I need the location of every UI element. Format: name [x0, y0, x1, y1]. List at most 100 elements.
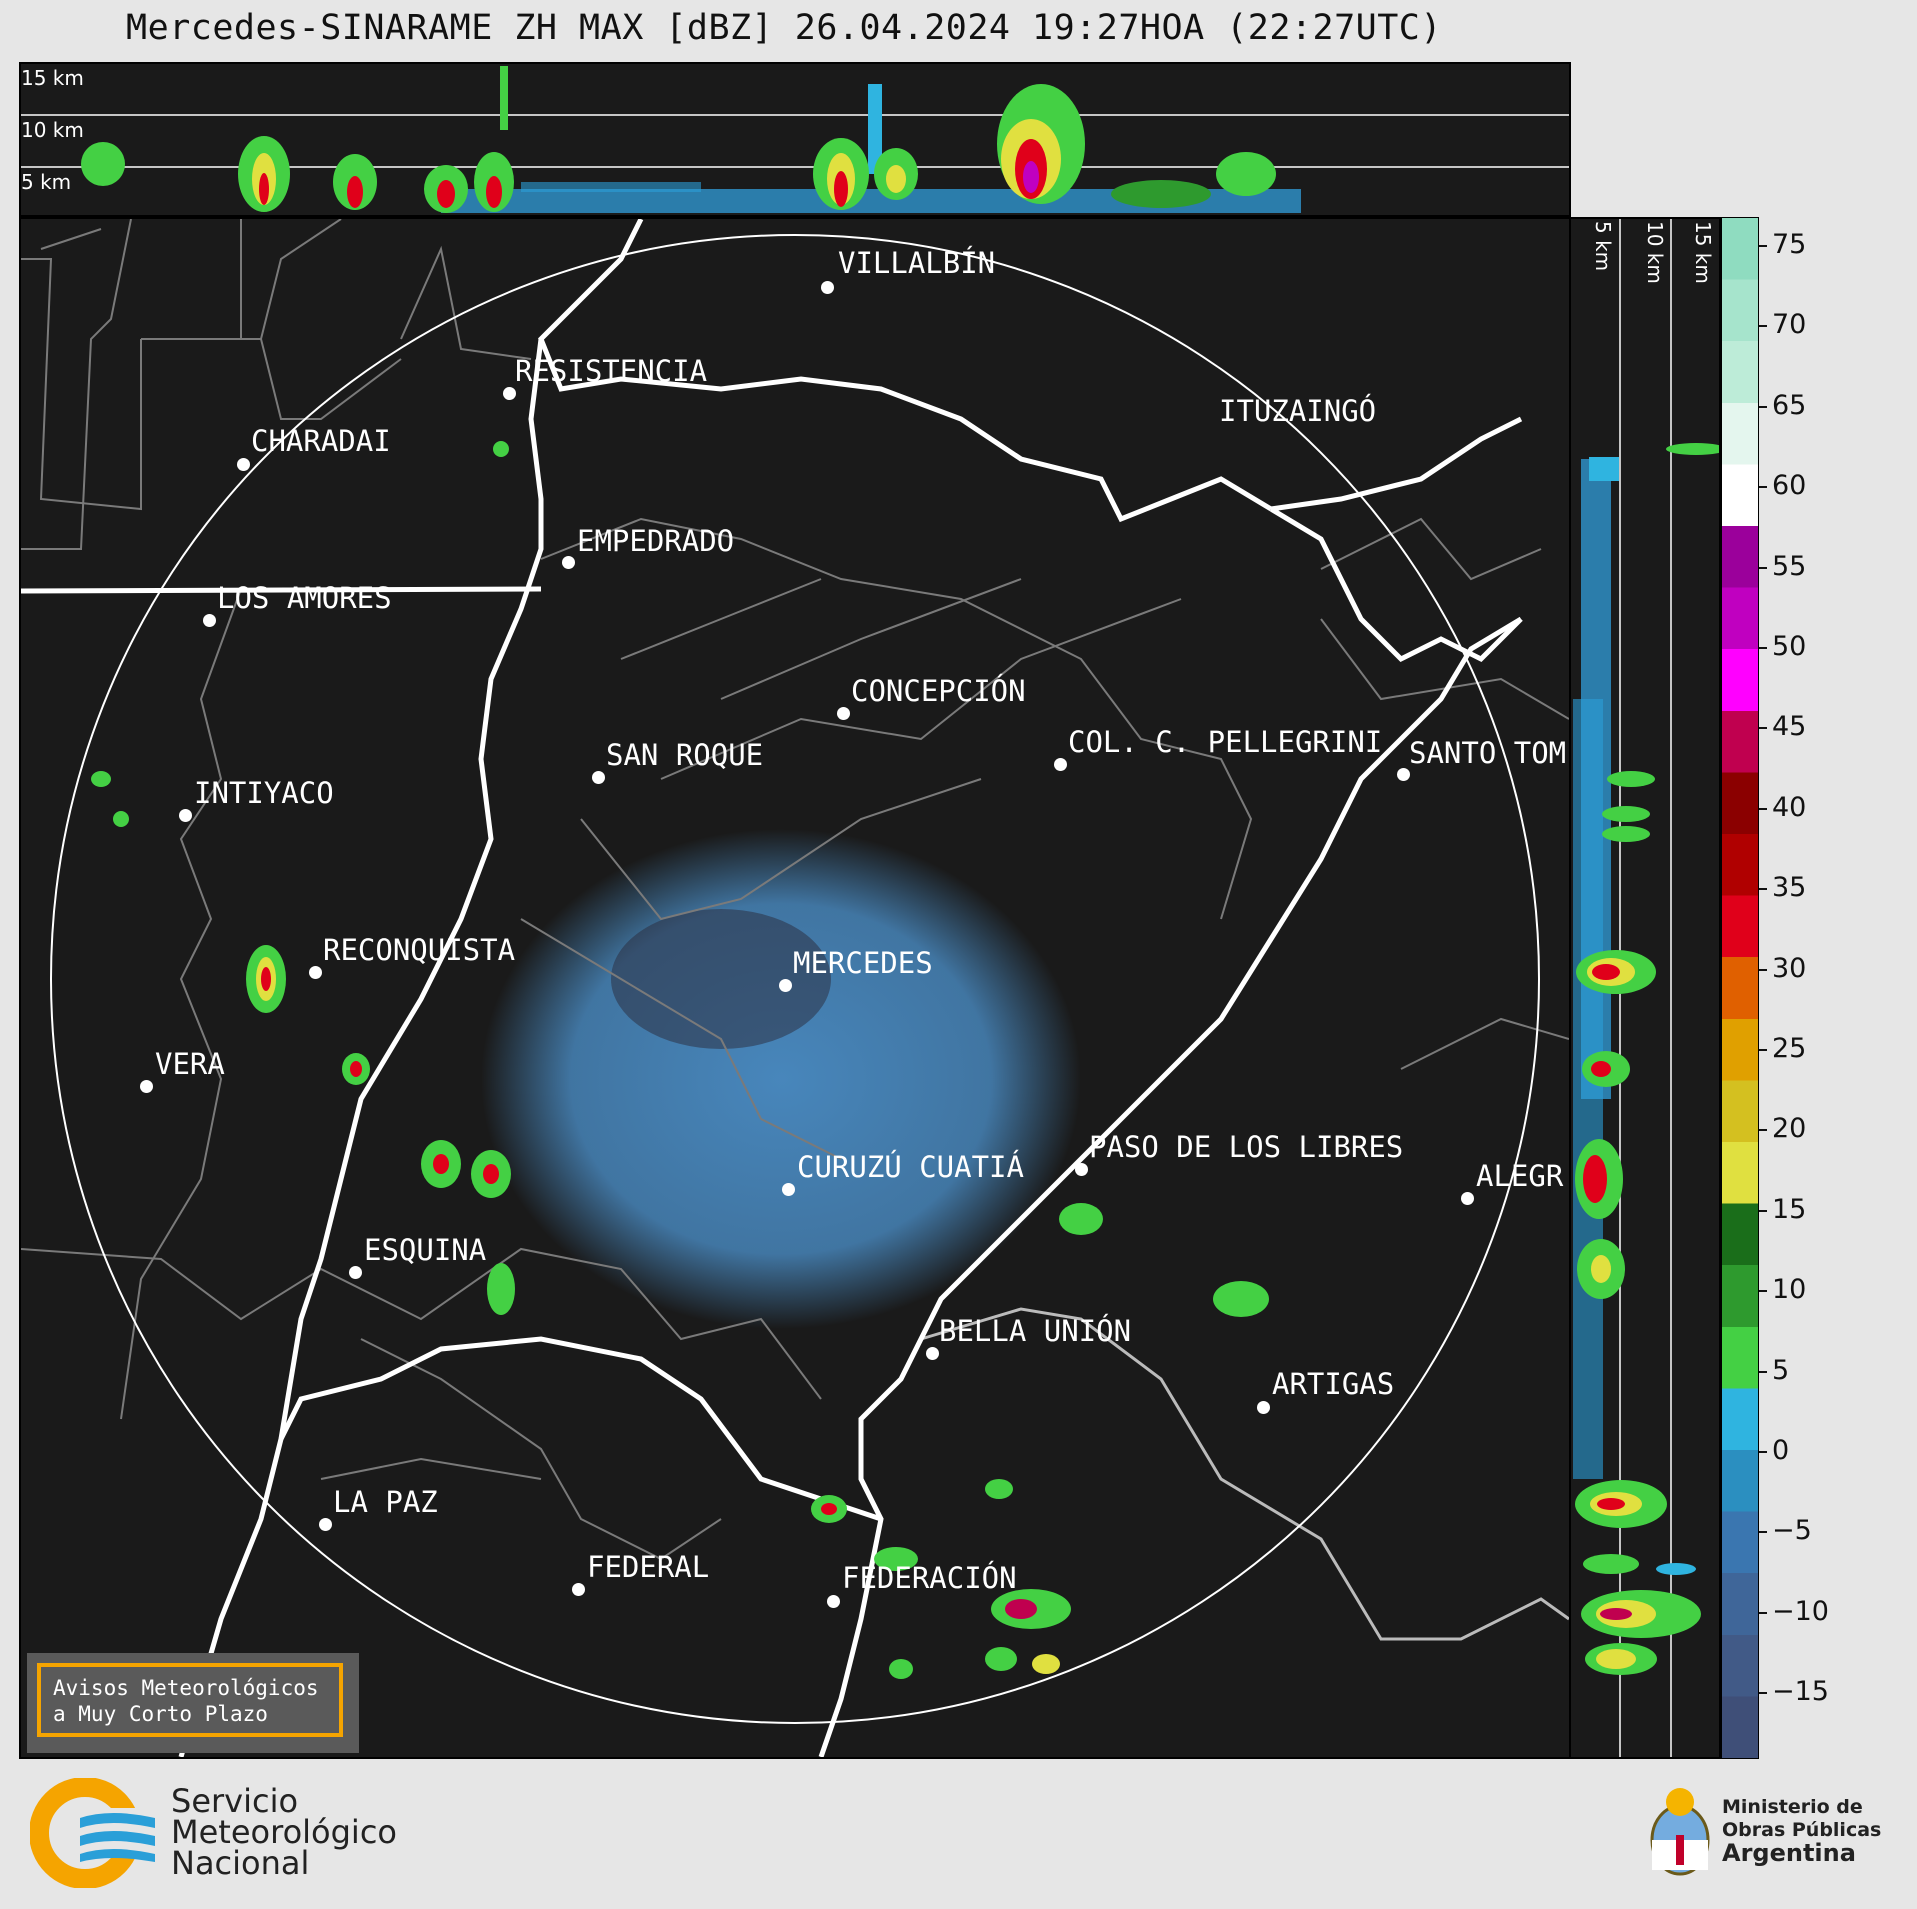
city-label-la-paz: LA PAZ	[333, 1485, 438, 1519]
city-label-curuzu-cuatia: CURUZÚ CUATIÁ	[797, 1150, 1024, 1184]
ministerio-line3: Argentina	[1722, 1839, 1856, 1867]
colorbar-tick-mark	[1759, 968, 1767, 971]
smn-logo-icon	[30, 1778, 160, 1888]
city-label-empedrado: EMPEDRADO	[577, 524, 735, 558]
colorbar-tick-label: 10	[1772, 1274, 1807, 1306]
colorbar-tick-label: 25	[1772, 1033, 1807, 1064]
smn-line1: Servicio	[171, 1782, 299, 1820]
colorbar-tick-mark	[1759, 245, 1767, 247]
top-cross-section-echoes	[21, 66, 1569, 213]
city-label-alegrete: ALEGR	[1476, 1159, 1564, 1193]
city-marker-federacion	[827, 1595, 840, 1608]
height-label-15km: 15 km	[21, 66, 84, 90]
city-label-paso-de-los-libres: PASO DE LOS LIBRES	[1089, 1130, 1404, 1164]
colorbar-tick-mark	[1759, 1692, 1767, 1695]
colorbar-tick-mark	[1759, 1209, 1767, 1212]
colorbar-tick-mark	[1759, 325, 1767, 328]
city-marker-resistencia	[503, 387, 516, 400]
city-label-santo-tome: SANTO TOM	[1409, 736, 1567, 770]
city-label-vera: VERA	[155, 1047, 225, 1081]
avisos-line2: a Muy Corto Plazo	[53, 1702, 268, 1726]
colorbar-tick-mark	[1759, 1129, 1767, 1132]
city-label-federal: FEDERAL	[587, 1550, 710, 1584]
colorbar-tick-label: 55	[1772, 550, 1807, 582]
colorbar-tick-label: 35	[1772, 872, 1807, 904]
city-marker-curuzu-cuatia	[782, 1183, 795, 1196]
avisos-box[interactable]: Avisos Meteorológicos a Muy Corto Plazo	[27, 1653, 359, 1753]
radar-map-graphics	[21, 219, 1569, 1757]
colorbar-tick-label: 70	[1772, 309, 1807, 341]
height-label-5km: 5 km	[21, 170, 72, 194]
colorbar-tick-label: −15	[1772, 1676, 1829, 1708]
colorbar-tick-label: 65	[1772, 389, 1807, 421]
map-title: Mercedes-SINARAME ZH MAX [dBZ] 26.04.202…	[126, 8, 1442, 48]
reflectivity-colorbar	[1721, 217, 1759, 1759]
national-coat-of-arms-icon	[1650, 1788, 1710, 1876]
province-borders	[21, 219, 1569, 1561]
colorbar-tick-label: 45	[1772, 711, 1807, 743]
colorbar-tick-mark	[1759, 1290, 1767, 1293]
side-height-label-5km: 5 km	[1591, 221, 1615, 272]
colorbar-tick-label: 30	[1772, 952, 1807, 984]
colorbar-tick-label: −5	[1772, 1515, 1812, 1547]
city-label-concepcion: CONCEPCIÓN	[851, 674, 1026, 708]
city-marker-reconquista	[309, 966, 322, 979]
colorbar-tick-label: 0	[1772, 1435, 1790, 1466]
side-height-label-10km: 10 km	[1643, 221, 1667, 284]
colorbar-tick-label: 75	[1772, 229, 1807, 260]
city-marker-vera	[140, 1080, 153, 1093]
colorbar-tick-mark	[1759, 888, 1767, 891]
radar-range-circle	[50, 234, 1540, 1724]
colorbar-tick-label: 40	[1772, 791, 1807, 823]
top-cross-section: 15 km 10 km 5 km	[19, 62, 1571, 217]
city-label-villalbin: VILLALBÍN	[838, 246, 996, 280]
radar-map: VILLALBÍN RESISTENCIA CHARADAI ITUZAINGÓ…	[19, 217, 1571, 1759]
country-borders	[21, 219, 1523, 1757]
city-label-reconquista: RECONQUISTA	[323, 933, 516, 967]
colorbar-tick-label: 5	[1772, 1354, 1790, 1386]
colorbar-tick-mark	[1759, 1611, 1767, 1614]
colorbar-tick-mark	[1759, 566, 1767, 569]
city-marker-la-paz	[319, 1518, 332, 1531]
radar-echo-field	[481, 829, 1081, 1329]
city-marker-concepcion	[837, 707, 850, 720]
city-marker-paso-de-los-libres	[1075, 1163, 1088, 1176]
city-label-artigas: ARTIGAS	[1272, 1367, 1395, 1401]
ministerio-line2: Obras Públicas	[1722, 1819, 1882, 1841]
colorbar-tick-label: 15	[1772, 1193, 1807, 1225]
colorbar-tick-mark	[1759, 1531, 1767, 1534]
colorbar-tick-label: 50	[1772, 631, 1807, 662]
colorbar-tick-mark	[1759, 1370, 1767, 1373]
colorbar-tick-mark	[1759, 1451, 1767, 1453]
side-height-label-15km: 15 km	[1691, 221, 1715, 284]
smn-line2: Meteorológico	[171, 1813, 397, 1851]
city-label-resistencia: RESISTENCIA	[515, 354, 708, 388]
colorbar-tick-mark	[1759, 405, 1767, 408]
smn-logo-text: Servicio Meteorológico Nacional	[171, 1782, 397, 1879]
colorbar-tick-mark	[1759, 647, 1767, 649]
city-marker-san-roque	[592, 771, 605, 784]
city-marker-santo-tome	[1397, 768, 1410, 781]
city-label-charadai: CHARADAI	[251, 424, 391, 458]
city-label-mercedes: MERCEDES	[793, 946, 933, 980]
city-label-ituzaingo: ITUZAINGÓ	[1219, 394, 1377, 428]
city-label-federacion: FEDERACIÓN	[842, 1561, 1017, 1595]
colorbar-tick-mark	[1759, 807, 1767, 810]
colorbar-tick-label: 60	[1772, 470, 1807, 502]
side-cross-section-echoes	[1573, 219, 1719, 1757]
height-label-10km: 10 km	[21, 118, 84, 142]
storm-cells	[91, 441, 1269, 1679]
city-marker-villalbin	[821, 281, 834, 294]
city-marker-intiyaco	[179, 809, 192, 822]
city-marker-col-pellegrini	[1054, 758, 1067, 771]
colorbar-tick-mark	[1759, 1049, 1767, 1051]
city-marker-empedrado	[562, 556, 575, 569]
city-marker-charadai	[237, 458, 250, 471]
city-marker-federal	[572, 1583, 585, 1596]
city-label-col-pellegrini: COL. C. PELLEGRINI	[1068, 725, 1383, 759]
city-label-intiyaco: INTIYACO	[194, 776, 334, 810]
avisos-line1: Avisos Meteorológicos	[53, 1676, 319, 1700]
colorbar-tick-label: 20	[1772, 1113, 1807, 1145]
city-label-san-roque: SAN ROQUE	[606, 738, 764, 772]
city-marker-bella-union	[926, 1347, 939, 1360]
